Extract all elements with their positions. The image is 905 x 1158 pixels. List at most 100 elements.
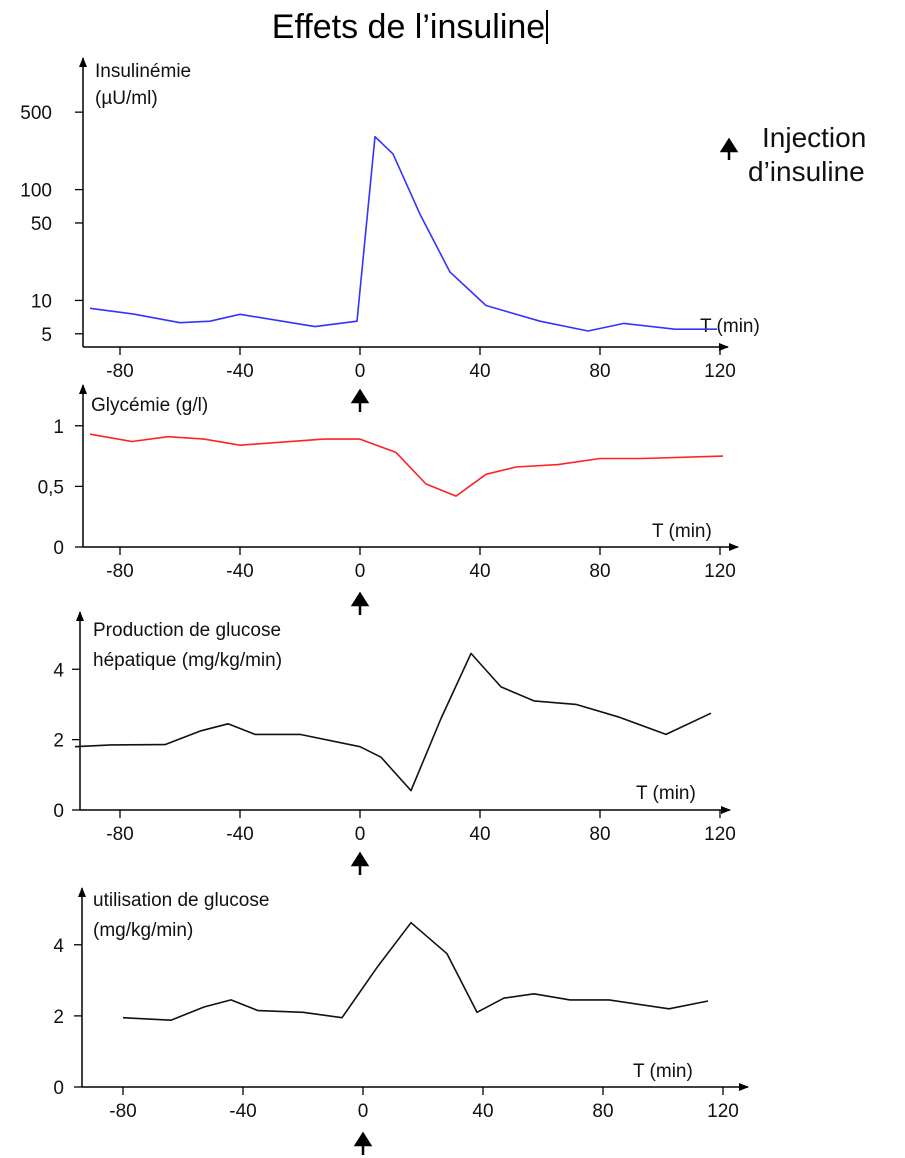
data-point bbox=[164, 744, 166, 746]
injection-arrow-icon bbox=[353, 1131, 373, 1155]
y-tick-label: 1 bbox=[53, 417, 64, 438]
data-point bbox=[227, 723, 229, 725]
x-tick-label: -40 bbox=[229, 1101, 256, 1122]
data-point bbox=[665, 733, 667, 735]
data-point bbox=[557, 464, 559, 466]
y-tick-label: 2 bbox=[53, 1007, 64, 1028]
data-point bbox=[359, 746, 361, 748]
data-point bbox=[134, 313, 136, 315]
data-point bbox=[230, 999, 232, 1001]
data-point bbox=[587, 330, 589, 332]
data-point bbox=[455, 495, 457, 497]
x-tick-label: -80 bbox=[109, 1101, 136, 1122]
data-point bbox=[239, 313, 241, 315]
data-point bbox=[110, 744, 112, 746]
data-point bbox=[302, 1011, 304, 1013]
page-title: Effets de l’insuline bbox=[271, 8, 546, 46]
data-point bbox=[410, 922, 412, 924]
x-tick-label: 80 bbox=[589, 824, 610, 845]
data-point bbox=[440, 718, 442, 720]
x-tick-label: 40 bbox=[469, 824, 490, 845]
data-point bbox=[359, 438, 361, 440]
data-point bbox=[170, 1019, 172, 1021]
data-point bbox=[599, 458, 601, 460]
x-tick-label: 40 bbox=[469, 361, 490, 382]
chart-panel-3: 0 2 4 -80 -40 0 40 80 120 Production de glucose hé… bbox=[53, 611, 736, 875]
series-line bbox=[74, 652, 712, 792]
y-axis-label: (µU/ml) bbox=[95, 88, 158, 109]
data-point bbox=[203, 438, 205, 440]
data-point bbox=[254, 733, 256, 735]
y-tick-label: 0,5 bbox=[38, 477, 64, 498]
x-tick-label: 0 bbox=[355, 561, 366, 582]
data-point bbox=[608, 999, 610, 1001]
x-axis-label: T (min) bbox=[636, 783, 696, 804]
data-point bbox=[485, 305, 487, 307]
x-tick-label: 40 bbox=[472, 1101, 493, 1122]
data-point bbox=[239, 444, 241, 446]
data-point bbox=[200, 730, 202, 732]
data-point bbox=[425, 483, 427, 485]
data-point bbox=[503, 997, 505, 999]
data-point bbox=[500, 686, 502, 688]
chart-panel-4: 0 2 4 -80 -40 0 40 80 120 utilisation de glucose (… bbox=[53, 887, 749, 1155]
series-line bbox=[89, 433, 724, 497]
y-tick-label: 0 bbox=[53, 1078, 64, 1099]
data-point bbox=[419, 213, 421, 215]
data-point bbox=[209, 320, 211, 322]
x-tick-label: 120 bbox=[704, 824, 736, 845]
legend-label-line2: d’insuline bbox=[748, 156, 865, 187]
chart-panel-1: 5 10 50 100 500 -80 -40 0 40 80 120 Insulinémie (µU/… bbox=[20, 57, 760, 412]
data-point bbox=[710, 712, 712, 714]
x-tick-label: 120 bbox=[704, 361, 736, 382]
data-point bbox=[380, 756, 382, 758]
y-tick-label: 500 bbox=[20, 103, 52, 124]
injection-arrow-icon bbox=[350, 388, 370, 412]
legend: Injection d’insuline bbox=[719, 122, 866, 187]
injection-arrow-icon bbox=[350, 851, 370, 875]
data-point bbox=[533, 993, 535, 995]
data-point bbox=[374, 136, 376, 138]
text-cursor bbox=[546, 10, 549, 44]
y-axis-label: Insulinémie bbox=[95, 61, 191, 82]
chart-panel-2: 0 0,5 1 -80 -40 0 40 80 120 Glycémie (g/l) T (min) bbox=[38, 384, 739, 615]
x-axis-label: T (min) bbox=[700, 316, 760, 337]
y-tick-label: 2 bbox=[53, 731, 64, 752]
x-tick-label: 0 bbox=[358, 1101, 369, 1122]
data-point bbox=[449, 271, 451, 273]
data-point bbox=[257, 1010, 259, 1012]
x-tick-label: 0 bbox=[355, 361, 366, 382]
x-tick-label: 40 bbox=[469, 561, 490, 582]
data-point bbox=[569, 999, 571, 1001]
y-tick-label: 5 bbox=[41, 325, 52, 346]
y-tick-label: 10 bbox=[31, 291, 52, 312]
data-point bbox=[476, 1011, 478, 1013]
data-point bbox=[377, 965, 379, 967]
data-point bbox=[323, 438, 325, 440]
x-tick-label: -40 bbox=[226, 824, 253, 845]
data-point bbox=[341, 1017, 343, 1019]
y-tick-label: 0 bbox=[53, 801, 64, 822]
injection-arrow-icon bbox=[350, 591, 370, 615]
x-axis-label: T (min) bbox=[652, 521, 712, 542]
series-line bbox=[89, 135, 717, 332]
data-point bbox=[623, 322, 625, 324]
data-point bbox=[179, 322, 181, 324]
data-point bbox=[167, 436, 169, 438]
data-point bbox=[356, 320, 358, 322]
x-tick-label: 120 bbox=[707, 1101, 739, 1122]
data-point bbox=[722, 455, 724, 457]
y-axis-label: utilisation de glucose bbox=[93, 890, 269, 911]
data-point bbox=[539, 320, 541, 322]
data-point bbox=[89, 307, 91, 309]
data-point bbox=[515, 466, 517, 468]
y-tick-label: 4 bbox=[53, 936, 64, 957]
data-point bbox=[395, 451, 397, 453]
y-axis-label: Production de glucose bbox=[93, 620, 281, 641]
y-axis-label: Glycémie (g/l) bbox=[91, 395, 208, 416]
x-axis-label: T (min) bbox=[633, 1061, 693, 1082]
legend-label-line1: Injection bbox=[762, 122, 866, 153]
data-point bbox=[716, 328, 718, 330]
data-point bbox=[314, 326, 316, 328]
x-tick-label: -80 bbox=[106, 361, 133, 382]
